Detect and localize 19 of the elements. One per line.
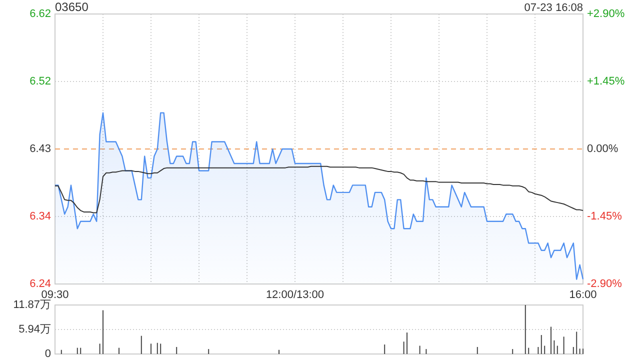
y-tick-label: 6.24 (30, 278, 51, 290)
x-tick-label: 09:30 (41, 288, 69, 301)
y-tick-label: 5.94万 (18, 323, 51, 336)
y-tick-label: 6.43 (30, 142, 51, 155)
line-series (54, 166, 584, 214)
y2-tick-label: -1.45% (587, 210, 622, 222)
chart-title: 03650 (55, 0, 89, 14)
y2-tick-label: 0.00% (587, 142, 618, 155)
x-tick-label: 16:00 (569, 288, 597, 301)
y-tick-label: 6.34 (30, 210, 51, 222)
y-tick-label: 6.52 (30, 75, 51, 88)
text: 07-23 16:08 (524, 2, 583, 14)
y-tick-label: 11.87万 (13, 298, 51, 311)
y2-tick-label: +1.45% (587, 75, 625, 88)
x-tick-label: 12:00/13:00 (266, 288, 324, 301)
y-tick-label: 0 (44, 348, 51, 360)
y2-tick-label: +2.90% (587, 8, 625, 20)
y-tick-label: 6.62 (30, 8, 51, 20)
y2-tick-label: -2.90% (587, 278, 622, 290)
